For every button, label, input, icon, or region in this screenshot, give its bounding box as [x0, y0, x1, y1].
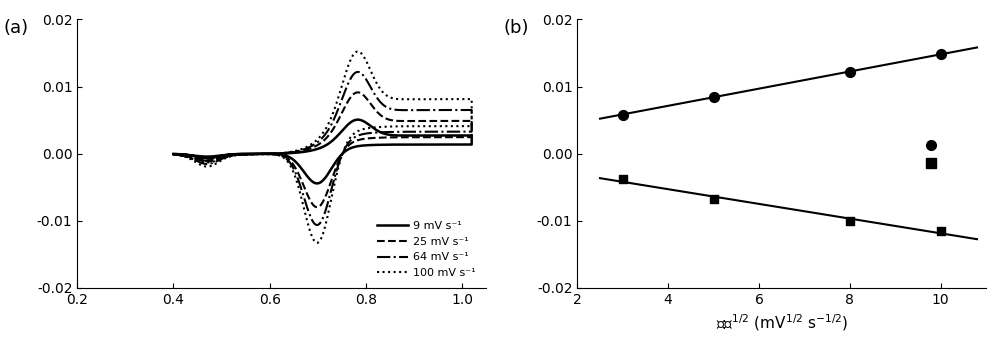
- Point: [706, 197, 722, 202]
- Point: [933, 52, 949, 57]
- Legend: 9 mV s⁻¹, 25 mV s⁻¹, 64 mV s⁻¹, 100 mV s⁻¹: 9 mV s⁻¹, 25 mV s⁻¹, 64 mV s⁻¹, 100 mV s…: [372, 217, 481, 282]
- Point: [842, 218, 858, 223]
- Legend: 氧化峰峰値电流, 还原峰峰値电流: 氧化峰峰値电流, 还原峰峰値电流: [919, 134, 979, 173]
- Point: [933, 228, 949, 234]
- Text: (b): (b): [504, 19, 529, 37]
- Point: [615, 112, 631, 118]
- X-axis label: 转速$^{1/2}$ (mV$^{1/2}$ s$^{-1/2}$): 转速$^{1/2}$ (mV$^{1/2}$ s$^{-1/2}$): [716, 312, 848, 333]
- Point: [842, 69, 858, 75]
- Point: [706, 94, 722, 99]
- Point: [615, 176, 631, 182]
- Text: (a): (a): [4, 19, 29, 37]
